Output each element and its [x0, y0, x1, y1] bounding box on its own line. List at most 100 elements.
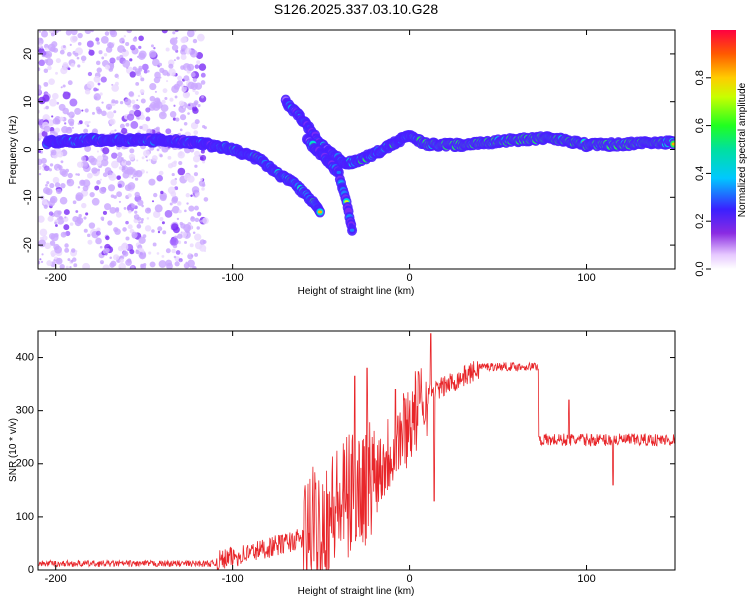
heatmap-speckle — [182, 106, 186, 109]
heatmap-speckle — [49, 163, 54, 167]
heatmap-speckle — [60, 160, 64, 164]
heatmap-speckle — [126, 113, 135, 121]
heatmap-speckle — [99, 178, 102, 181]
heatmap-speckle — [49, 240, 56, 246]
heatmap-speckle — [154, 90, 157, 93]
heatmap-speckle — [96, 67, 102, 73]
heatmap-speckle — [157, 230, 161, 234]
heatmap-speckle — [138, 52, 146, 60]
heatmap-speckle — [104, 252, 108, 256]
heatmap-speckle — [129, 71, 136, 78]
heatmap-speckle — [39, 258, 42, 261]
heatmap-speckle — [119, 123, 125, 129]
heatmap-speckle — [148, 50, 157, 58]
heatmap-speckle — [156, 148, 160, 152]
heatmap-speckle — [60, 231, 67, 238]
heatmap-speckle — [199, 244, 207, 252]
heatmap-speckle — [65, 30, 72, 36]
heatmap-speckle — [104, 167, 112, 174]
heatmap-speckle — [69, 222, 74, 226]
colorbar: 0.0 0.2 0.4 0.6 0.8 Normalized spectral ampl… — [694, 30, 748, 277]
heatmap-speckle — [117, 77, 120, 80]
heatmap-speckle — [39, 228, 48, 237]
heatmap-speckle — [83, 216, 87, 220]
heatmap-speckle — [151, 155, 158, 162]
heatmap-speckle — [38, 165, 42, 171]
heatmap-speckle — [111, 152, 118, 159]
heatmap-speckle — [152, 210, 161, 219]
heatmap-speckle — [47, 65, 52, 71]
heatmap-speckle — [132, 37, 138, 42]
heatmap-speckle — [184, 240, 187, 244]
heatmap-speckle — [47, 215, 54, 222]
heatmap-speckle — [83, 128, 89, 134]
heatmap-speckle — [151, 200, 155, 203]
heatmap-speckle — [140, 220, 144, 224]
heatmap-speckle — [52, 117, 60, 125]
heatmap-speckle — [138, 221, 141, 224]
heatmap-speckle — [180, 65, 185, 70]
heatmap-speckle — [96, 88, 99, 91]
heatmap-speckle — [138, 45, 142, 49]
heatmap-speckle — [85, 212, 89, 216]
heatmap-speckle — [104, 64, 111, 70]
heatmap-speckle — [168, 63, 174, 69]
heatmap-speckle — [136, 159, 139, 162]
heatmap-speckle — [171, 197, 178, 204]
heatmap-speckle — [164, 210, 173, 218]
heatmap-speckle — [183, 223, 192, 232]
heatmap-speckle — [200, 154, 207, 161]
heatmap-speckle — [121, 160, 127, 166]
heatmap-speckle — [189, 49, 198, 58]
heatmap-speckle — [116, 156, 123, 163]
heatmap-speckle — [74, 52, 79, 57]
heatmap-speckle — [183, 75, 190, 82]
heatmap-speckle — [168, 68, 176, 77]
heatmap-speckle — [139, 75, 143, 78]
heatmap-speckle — [161, 145, 169, 153]
heatmap-speckle — [75, 250, 78, 253]
heatmap-speckle — [53, 210, 61, 218]
heatmap-speckle — [137, 199, 144, 206]
heatmap-speckle — [174, 30, 179, 33]
heatmap-speckle — [108, 173, 117, 181]
heatmap-speckle — [111, 84, 120, 92]
heatmap-speckle — [131, 176, 134, 179]
heatmap-speckle — [192, 38, 198, 44]
heatmap-speckle — [55, 257, 63, 265]
heatmap-speckle — [139, 114, 145, 120]
heatmap-speckle — [97, 82, 101, 86]
heatmap-speckle — [173, 255, 177, 259]
heatmap-speckle — [43, 68, 49, 73]
heatmap-speckle — [166, 80, 169, 83]
heatmap-speckle — [133, 105, 136, 108]
heatmap-speckle — [64, 122, 67, 125]
heatmap-speckle — [188, 103, 191, 107]
heatmap-speckle — [115, 207, 120, 211]
heatmap-speckle — [75, 173, 78, 176]
heatmap-speckle — [172, 31, 176, 35]
heatmap-speckle — [99, 260, 105, 265]
ridge-converged-signal-core — [671, 142, 675, 146]
heatmap-speckle — [71, 115, 74, 118]
heatmap-speckle — [69, 43, 72, 46]
heatmap-speckle — [183, 122, 188, 126]
heatmap-speckle — [101, 56, 105, 60]
heatmap-speckle — [183, 86, 188, 90]
heatmap-speckle — [117, 183, 122, 188]
heatmap-speckle — [134, 191, 140, 198]
heatmap-speckle — [67, 172, 73, 179]
heatmap-speckle — [164, 96, 168, 101]
heatmap-speckle — [167, 163, 174, 169]
snr-ylabel: SNR (10 * v/v) — [8, 418, 19, 482]
heatmap-speckle — [138, 35, 144, 42]
heatmap-speckle — [102, 147, 110, 155]
heatmap-speckle — [109, 206, 117, 214]
heatmap-speckle — [38, 215, 45, 223]
heatmap-speckle — [81, 202, 87, 209]
heatmap-speckle — [192, 155, 201, 163]
heatmap-speckle — [192, 106, 198, 112]
heatmap-speckle — [96, 41, 100, 45]
heatmap-speckle — [143, 262, 147, 267]
heatmap-speckle — [180, 114, 187, 121]
